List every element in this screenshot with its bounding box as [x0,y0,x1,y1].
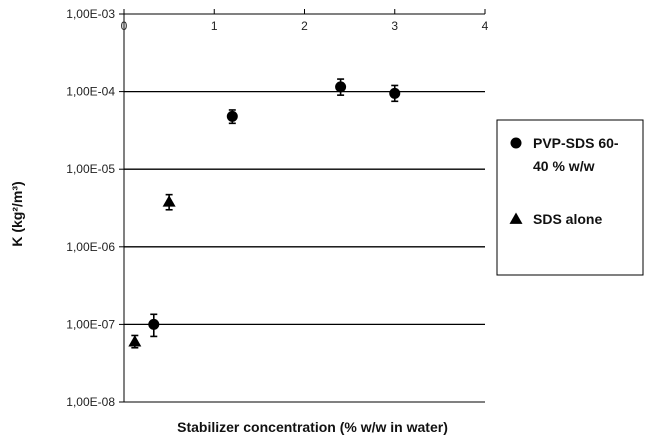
y-tick-label: 1,00E-08 [66,395,115,409]
x-axis-title: Stabilizer concentration (% w/w in water… [177,419,448,435]
data-point-triangle [162,195,176,207]
y-tick-label: 1,00E-07 [66,317,115,331]
data-point-triangle [128,335,142,347]
x-tick-label: 3 [391,19,398,33]
grid-lines [124,13,485,403]
legend-marker-triangle [509,212,523,224]
x-tick-labels: 0 1 2 3 4 [121,19,489,33]
y-tick-label: 1,00E-05 [66,162,115,176]
x-tick-label: 1 [211,19,218,33]
data-point-circle [389,87,401,99]
x-tick-label: 2 [301,19,308,33]
x-tick-label: 4 [482,19,489,33]
data-point-circle [148,318,160,330]
y-tick-label: 1,00E-04 [66,85,115,99]
legend-label: 40 % w/w [533,158,595,174]
legend: PVP-SDS 60- 40 % w/w SDS alone [496,119,644,276]
axes [119,9,486,403]
y-axis-title: K (kg²/m³) [9,181,25,246]
y-tick-label: 1,00E-06 [66,240,115,254]
y-tick-label: 1,00E-03 [66,7,115,21]
legend-box [496,119,644,276]
data-point-circle [226,110,238,122]
data-points [128,78,401,349]
legend-label: PVP-SDS 60- [533,135,619,151]
data-point-circle [335,81,347,93]
x-tick-label: 0 [121,19,128,33]
legend-label: SDS alone [533,211,602,227]
y-tick-labels: 1,00E-08 1,00E-07 1,00E-06 1,00E-05 1,00E-04… [66,7,115,409]
legend-items: PVP-SDS 60- 40 % w/w SDS alone [509,135,619,227]
legend-marker-circle [510,137,522,149]
